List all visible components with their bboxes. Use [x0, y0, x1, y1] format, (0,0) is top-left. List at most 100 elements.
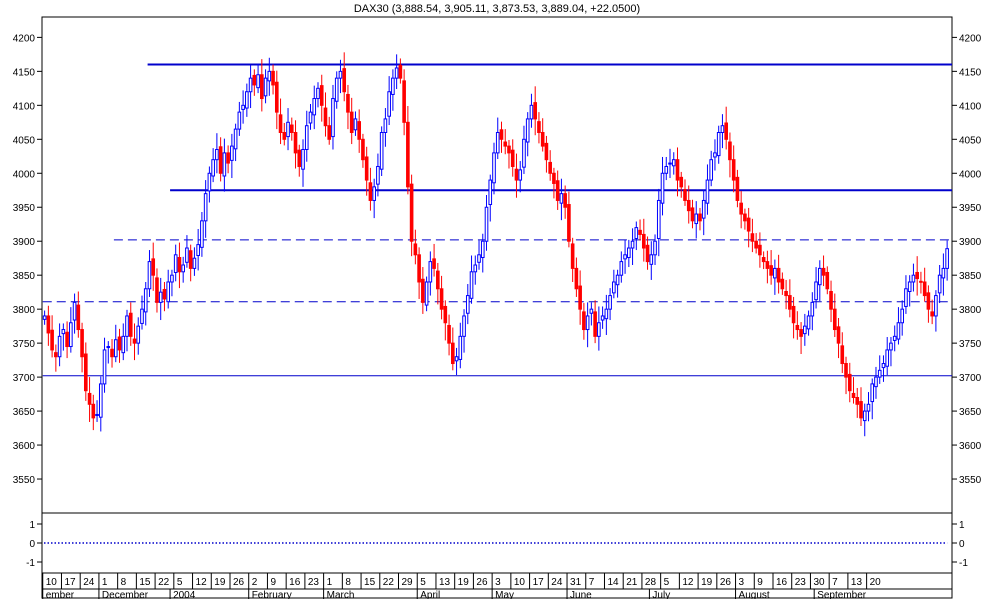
candle-body: [297, 149, 302, 167]
y-tick-label-left: 3700: [13, 373, 36, 384]
candle-body: [578, 285, 582, 310]
x-tick-label: 3: [739, 577, 745, 588]
candle-body: [46, 315, 51, 334]
candle-body: [128, 312, 133, 337]
indicator-tick-label-right: 0: [959, 539, 965, 550]
y-tick-label-left: 3550: [13, 475, 36, 486]
x-tick-label: 22: [158, 577, 170, 588]
candle-body: [278, 114, 283, 134]
candle-body: [885, 349, 890, 367]
candle-body: [132, 338, 137, 344]
candle-body: [537, 121, 541, 134]
candle-body: [357, 121, 362, 140]
candle-body: [892, 335, 897, 341]
candle-body: [836, 326, 841, 344]
candle-body: [117, 336, 122, 351]
candle-body: [387, 91, 391, 117]
candle-body: [495, 132, 500, 154]
candle-body: [349, 111, 354, 134]
candle-body: [454, 356, 459, 362]
candle-body: [398, 64, 403, 79]
candle-body: [540, 132, 545, 147]
y-tick-label-right: 4150: [959, 67, 982, 78]
candle-body: [724, 122, 728, 140]
candle-body: [218, 146, 223, 174]
candle-body: [241, 104, 245, 110]
y-tick-label-right: 3950: [959, 203, 982, 214]
candle-body: [660, 172, 665, 204]
candle-body: [61, 329, 66, 335]
x-tick-label: 12: [196, 577, 208, 588]
candle-body: [488, 179, 493, 206]
candle-body: [196, 244, 200, 256]
candle-body: [623, 254, 627, 260]
candle-body: [645, 244, 650, 263]
candle-body: [855, 396, 860, 405]
candle-body: [413, 243, 418, 256]
candle-body: [87, 392, 92, 405]
x-tick-label: 12: [682, 577, 694, 588]
x-month-label: September: [817, 590, 867, 599]
candle-body: [653, 240, 657, 256]
candle-body: [484, 206, 489, 242]
candle-body: [765, 261, 770, 269]
candle-body: [582, 311, 586, 331]
candle-body: [469, 271, 474, 299]
candle-body: [424, 281, 429, 306]
candle-body: [308, 111, 313, 124]
candle-body: [203, 193, 208, 222]
candle-body: [945, 248, 949, 269]
y-tick-label-left: 3600: [13, 441, 36, 452]
candle-body: [934, 295, 938, 317]
x-month-label: May: [495, 590, 514, 599]
y-tick-label-left: 3800: [13, 305, 36, 316]
candle-body: [829, 290, 833, 310]
candle-body: [559, 193, 564, 204]
x-tick-label: 10: [514, 577, 526, 588]
y-tick-label-right: 4200: [959, 33, 982, 44]
candle-body: [98, 383, 103, 418]
x-tick-label: 7: [832, 577, 838, 588]
candle-body: [263, 77, 268, 97]
y-tick-label-left: 3900: [13, 237, 36, 248]
candle-body: [656, 199, 661, 240]
candle-body: [230, 145, 234, 161]
candle-body: [930, 311, 934, 317]
candle-body: [166, 281, 171, 303]
candle-body: [788, 295, 792, 310]
candle-body: [140, 308, 144, 324]
candle-body: [570, 243, 575, 269]
candle-body: [417, 254, 421, 283]
candle-body: [409, 183, 414, 242]
x-month-label: July: [652, 590, 670, 599]
candle-body: [862, 410, 867, 422]
y-tick-label-right: 4050: [959, 135, 982, 146]
candle-body: [76, 304, 81, 331]
candle-body: [615, 274, 620, 286]
candle-body: [608, 295, 612, 310]
candle-body: [200, 220, 204, 248]
candle-body: [518, 169, 523, 181]
candle-body: [327, 125, 332, 140]
candle-body: [394, 67, 399, 79]
candle-body: [709, 159, 714, 181]
candle-body: [806, 315, 811, 330]
candle-body: [248, 77, 253, 93]
x-tick-label: 26: [720, 577, 732, 588]
candle-body: [739, 202, 743, 215]
x-tick-label: 30: [813, 577, 825, 588]
x-tick-label: 5: [664, 577, 670, 588]
x-tick-label: 23: [308, 577, 320, 588]
y-tick-label-left: 4200: [13, 33, 36, 44]
candle-body: [207, 172, 212, 192]
x-month-label: December: [102, 590, 149, 599]
candle-body: [334, 77, 339, 102]
candle-body: [465, 295, 470, 314]
x-tick-label: 22: [383, 577, 395, 588]
x-tick-label: 17: [533, 577, 545, 588]
y-tick-label-right: 4100: [959, 101, 982, 112]
candle-body: [151, 258, 156, 276]
x-month-label: April: [420, 590, 440, 599]
candle-body: [95, 413, 99, 416]
